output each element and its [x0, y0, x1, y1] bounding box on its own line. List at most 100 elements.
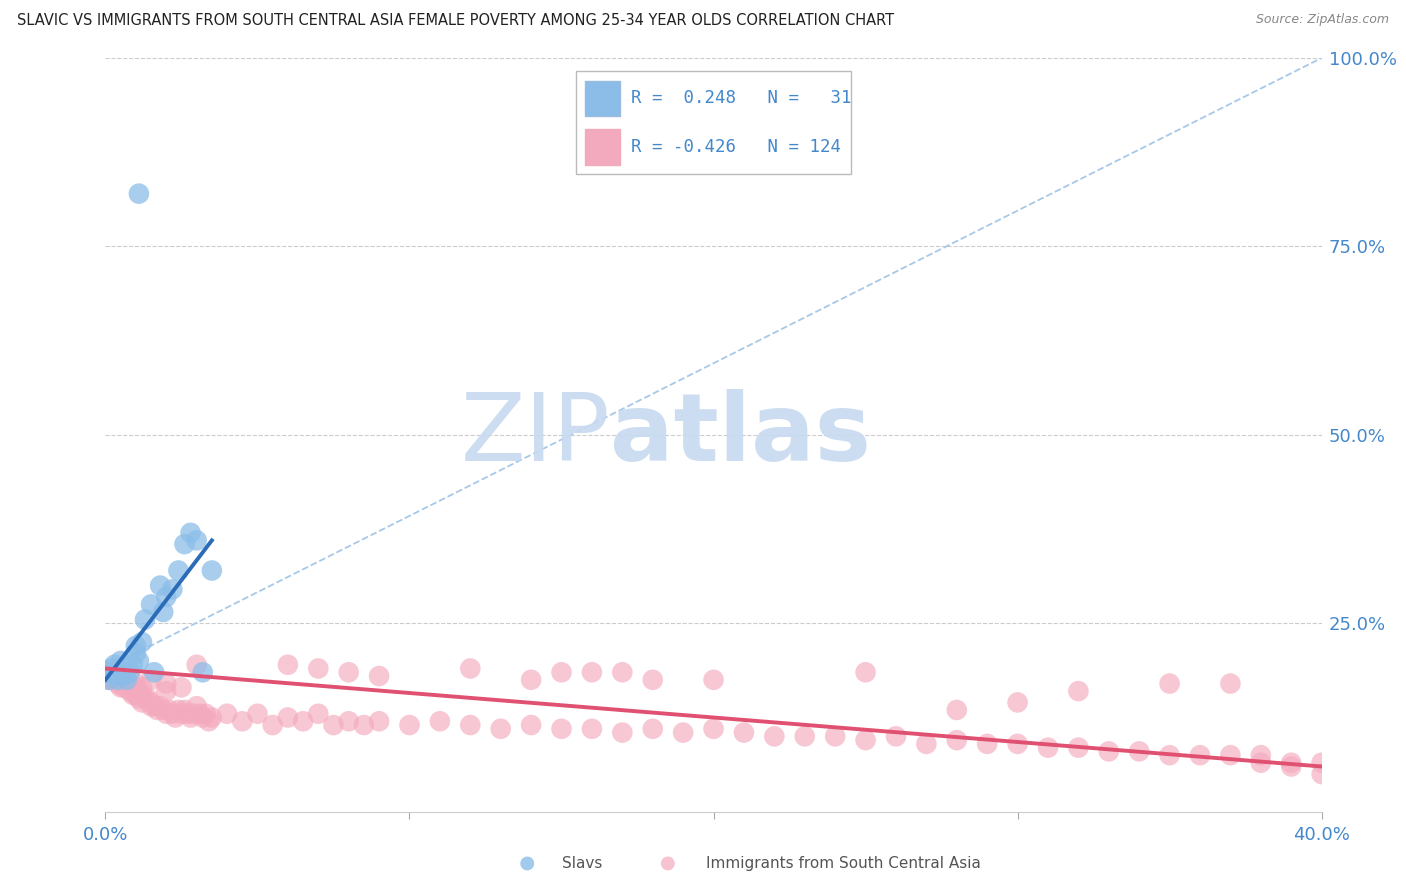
- Point: [581, 665, 603, 680]
- Point: [550, 665, 572, 680]
- Point: [641, 673, 664, 687]
- Point: [191, 710, 214, 724]
- Point: [112, 676, 135, 690]
- Point: [152, 605, 174, 619]
- Point: [110, 681, 132, 695]
- Point: [118, 676, 141, 690]
- Point: [162, 706, 184, 721]
- Point: [121, 681, 143, 695]
- Point: [176, 706, 198, 721]
- Point: [915, 737, 938, 751]
- Point: [112, 673, 135, 687]
- Point: [186, 699, 208, 714]
- Point: [125, 688, 148, 702]
- Point: [612, 725, 634, 739]
- Point: [115, 676, 138, 690]
- Point: [170, 706, 193, 721]
- Point: [1310, 767, 1333, 781]
- Point: [1159, 748, 1181, 763]
- Point: [110, 673, 132, 687]
- Point: [458, 661, 481, 675]
- Point: [121, 688, 143, 702]
- Point: [128, 691, 150, 706]
- Point: [143, 665, 166, 680]
- Point: [1067, 740, 1090, 755]
- Point: [128, 186, 150, 201]
- Point: [793, 730, 815, 744]
- Point: [131, 688, 153, 702]
- Point: [115, 673, 138, 687]
- Point: [198, 714, 221, 729]
- Point: [277, 710, 299, 724]
- Point: [322, 718, 344, 732]
- Point: [125, 647, 148, 661]
- Point: [107, 673, 129, 687]
- Point: [884, 730, 907, 744]
- Point: [170, 681, 193, 695]
- Point: [1067, 684, 1090, 698]
- Point: [157, 703, 180, 717]
- Point: [97, 669, 120, 683]
- Point: [125, 676, 148, 690]
- Point: [110, 669, 132, 683]
- Point: [155, 684, 177, 698]
- Point: [353, 718, 375, 732]
- Point: [173, 537, 195, 551]
- Point: [97, 673, 120, 687]
- Point: [112, 669, 135, 683]
- Point: [1159, 676, 1181, 690]
- Point: [398, 718, 420, 732]
- Point: [103, 669, 125, 683]
- Point: [110, 669, 132, 683]
- Point: [131, 681, 153, 695]
- Point: [131, 635, 153, 649]
- Point: [139, 699, 162, 714]
- Text: atlas: atlas: [610, 389, 872, 481]
- Point: [945, 733, 967, 747]
- Point: [458, 718, 481, 732]
- FancyBboxPatch shape: [585, 128, 620, 165]
- Point: [100, 661, 122, 675]
- Point: [1007, 737, 1029, 751]
- Point: [1036, 740, 1059, 755]
- Point: [97, 673, 120, 687]
- Point: [162, 582, 184, 597]
- Point: [368, 669, 391, 683]
- Point: [855, 733, 877, 747]
- Point: [520, 673, 543, 687]
- Point: [1007, 695, 1029, 709]
- Point: [100, 665, 122, 680]
- Point: [134, 613, 156, 627]
- Point: [368, 714, 391, 729]
- Point: [125, 684, 148, 698]
- Text: Source: ZipAtlas.com: Source: ZipAtlas.com: [1256, 13, 1389, 27]
- Point: [180, 710, 202, 724]
- Point: [657, 856, 679, 871]
- Point: [100, 673, 122, 687]
- Point: [152, 703, 174, 717]
- Point: [672, 725, 695, 739]
- Point: [107, 673, 129, 687]
- Point: [110, 676, 132, 690]
- Point: [167, 703, 190, 717]
- Point: [103, 673, 125, 687]
- Point: [186, 657, 208, 672]
- Point: [855, 665, 877, 680]
- Point: [246, 706, 269, 721]
- Text: R =  0.248   N =   31: R = 0.248 N = 31: [631, 89, 852, 107]
- Point: [1219, 676, 1241, 690]
- Point: [118, 681, 141, 695]
- Point: [217, 706, 239, 721]
- Point: [173, 703, 195, 717]
- Point: [155, 706, 177, 721]
- Point: [702, 673, 725, 687]
- Point: [155, 590, 177, 604]
- Point: [231, 714, 253, 729]
- FancyBboxPatch shape: [585, 80, 620, 117]
- Point: [976, 737, 998, 751]
- Point: [112, 681, 135, 695]
- Point: [1279, 756, 1302, 770]
- Point: [550, 722, 572, 736]
- Point: [201, 710, 224, 724]
- Point: [134, 691, 156, 706]
